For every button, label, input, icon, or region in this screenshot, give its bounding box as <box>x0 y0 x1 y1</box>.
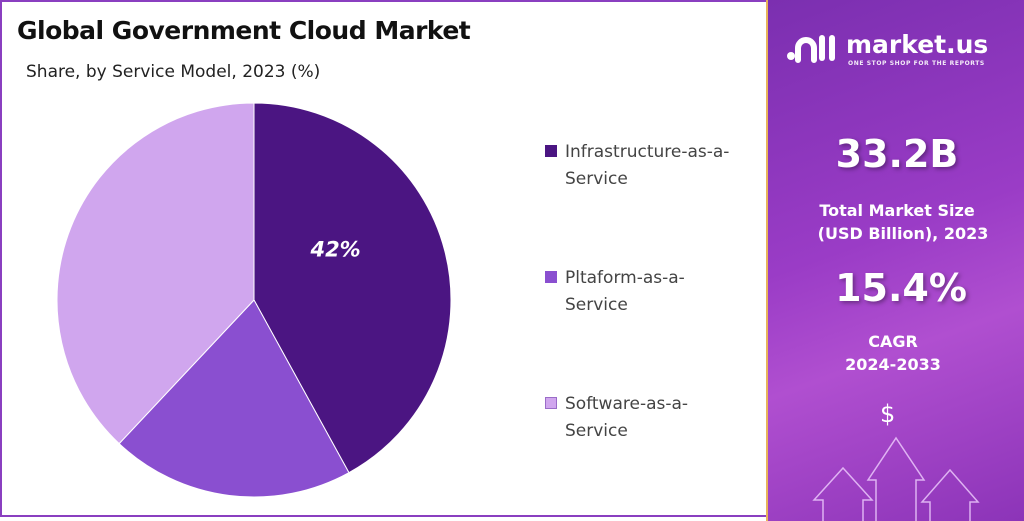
legend-label: Infrastructure-as-a-Service <box>565 142 730 189</box>
market-size-label: Total Market Size <box>819 201 975 220</box>
pie-slice-1 <box>118 299 350 498</box>
cagr-period: 2024-2033 <box>845 355 941 374</box>
chart-title: Global Government Cloud Market <box>17 16 471 45</box>
brand-logo: market.us ONE STOP SHOP FOR THE REPORTS <box>786 30 1016 70</box>
cagr-value: 15.4% <box>835 266 967 310</box>
pie-slice-0 <box>253 102 452 474</box>
market-size-unit: (USD Billion), 2023 <box>817 224 989 243</box>
legend-swatch <box>545 271 557 283</box>
dollar-icon: $ <box>880 400 896 428</box>
market-size-value: 33.2B <box>835 132 959 176</box>
brand-tagline: ONE STOP SHOP FOR THE REPORTS <box>848 60 985 67</box>
growth-arrows-icon <box>812 436 980 521</box>
market-us-logo-icon <box>787 35 835 63</box>
summary-sidebar: market.us ONE STOP SHOP FOR THE REPORTS … <box>766 0 1024 521</box>
legend-swatch <box>545 145 557 157</box>
legend-swatch <box>545 397 557 409</box>
pie-chart: 42% <box>56 102 452 498</box>
pie-slice-2 <box>56 102 255 445</box>
brand-name: market.us <box>846 30 989 59</box>
chart-panel: Global Government Cloud Market Share, by… <box>0 0 766 517</box>
cagr-label: CAGR <box>868 332 918 351</box>
legend-label: Software-as-a-Service <box>565 394 689 441</box>
data-label: 42% <box>309 237 360 261</box>
legend-label: Pltaform-as-a-Service <box>565 268 685 315</box>
chart-subtitle: Share, by Service Model, 2023 (%) <box>26 62 321 82</box>
